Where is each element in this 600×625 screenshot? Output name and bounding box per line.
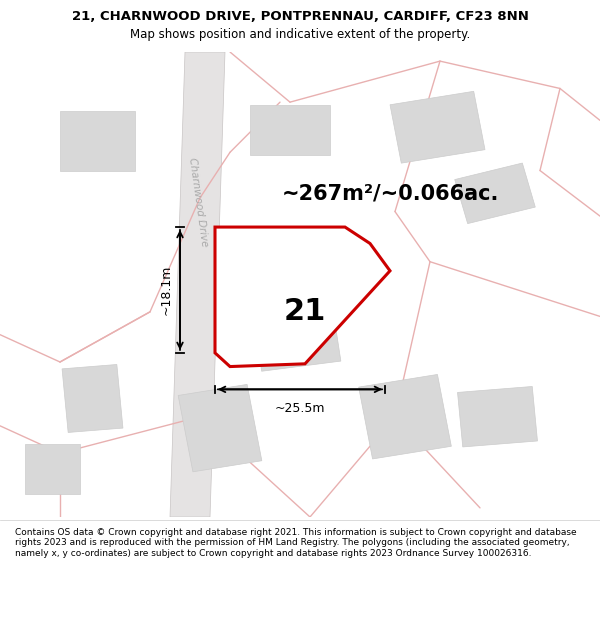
Text: 21, CHARNWOOD DRIVE, PONTPRENNAU, CARDIFF, CF23 8NN: 21, CHARNWOOD DRIVE, PONTPRENNAU, CARDIF… [71,11,529,23]
Bar [390,91,485,163]
Bar [458,386,538,447]
Text: Charnwood Drive: Charnwood Drive [187,158,209,248]
Bar [359,374,451,459]
Text: ~18.1m: ~18.1m [160,265,173,315]
Text: ~25.5m: ~25.5m [275,402,325,415]
Bar [250,105,330,155]
Polygon shape [215,227,390,366]
Bar [62,364,123,432]
Text: Contains OS data © Crown copyright and database right 2021. This information is : Contains OS data © Crown copyright and d… [15,528,577,558]
Bar [60,111,135,171]
Text: Map shows position and indicative extent of the property.: Map shows position and indicative extent… [130,28,470,41]
Bar [178,384,262,472]
Text: ~267m²/~0.066ac.: ~267m²/~0.066ac. [281,183,499,203]
Bar [455,163,535,224]
Text: 21: 21 [284,298,326,326]
Bar [25,444,80,494]
Bar [249,280,341,371]
Polygon shape [170,52,225,517]
